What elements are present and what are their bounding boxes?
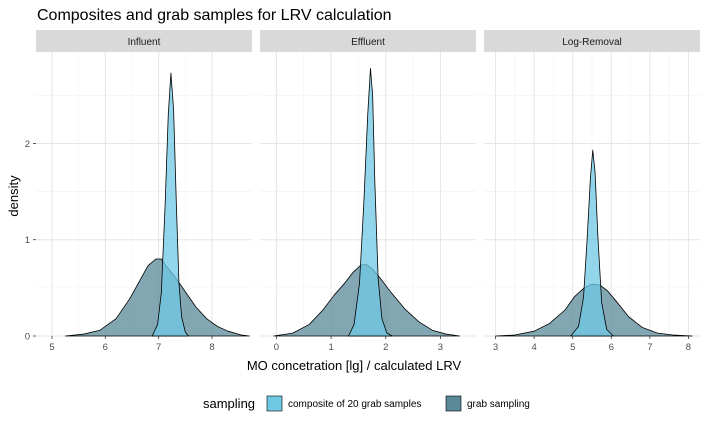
x-tick-label: 8 [209,342,214,353]
x-tick-label: 6 [609,342,614,353]
density-area-composite [570,149,614,337]
facet-panel: Log-Removal 3 4 5 6 7 8 [484,30,700,353]
y-tick-label: 1 [25,235,30,246]
facet-strip [484,30,700,52]
chart-title: Composites and grab samples for LRV calc… [37,7,392,24]
density-area-composite [151,72,189,337]
x-axis-title: MO concetration [lg] / calculated LRV [247,358,462,373]
facet-panel: Effluent 0 1 2 3 [260,30,476,353]
x-tick-label: 3 [493,342,498,353]
legend: sampling composite of 20 grab samples gr… [203,395,530,412]
legend-swatch-composite [266,395,283,412]
legend-label-composite: composite of 20 grab samples [288,399,421,410]
y-tick-label: 2 [25,139,30,150]
density-area-composite [348,67,393,337]
x-tick-label: 1 [328,342,333,353]
facet-panel: Influent 5 6 7 8 0 1 2 [25,30,252,353]
x-tick-label: 2 [383,342,388,353]
facet-strip [36,30,252,52]
facet-panels: Influent 5 6 7 8 0 1 2 Effluent 0 1 2 3 Log-Removal 3 4… [25,30,700,353]
x-tick-label: 5 [570,342,575,353]
facet-strip [260,30,476,52]
x-tick-label: 7 [647,342,652,353]
x-tick-label: 7 [156,342,161,353]
x-tick-label: 3 [438,342,443,353]
facet-strip-label: Influent [128,37,161,48]
x-tick-label: 0 [274,342,279,353]
facet-strip-label: Effluent [351,37,385,48]
x-tick-label: 4 [531,342,536,353]
legend-swatch-grab [445,395,462,412]
facet-strip-label: Log-Removal [562,37,621,48]
legend-title: sampling [203,396,255,411]
y-tick-label: 0 [25,332,30,343]
legend-label-grab: grab sampling [467,399,530,410]
y-axis-title: density [6,175,21,217]
x-tick-label: 8 [686,342,691,353]
x-tick-label: 5 [49,342,54,353]
x-tick-label: 6 [103,342,108,353]
